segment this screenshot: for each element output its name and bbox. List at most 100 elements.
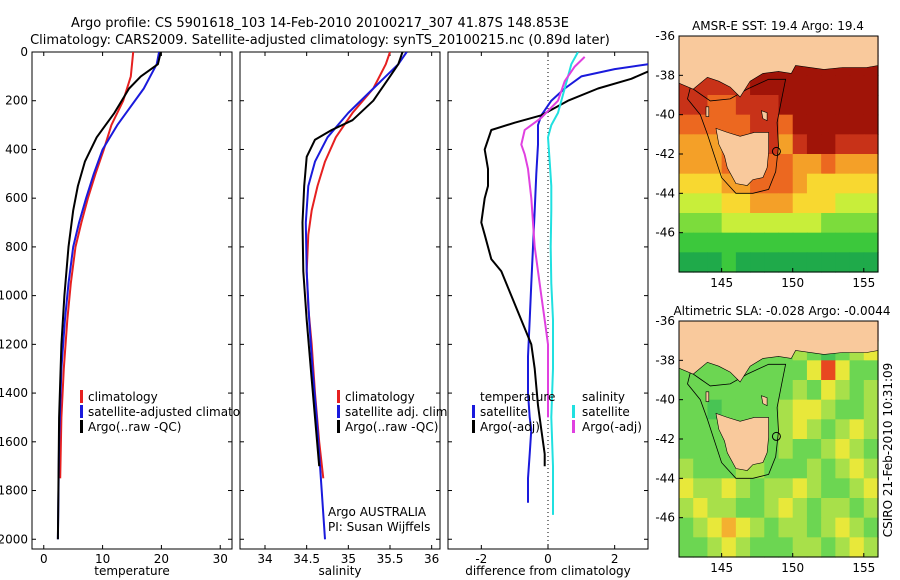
- legend-entry-argo: Argo(..raw -QC): [88, 420, 181, 434]
- map-cell: [806, 173, 822, 194]
- legend-swatch-sal-satellite: [572, 405, 575, 418]
- series-line-argo-raw-qc-argo: [56, 52, 162, 540]
- x-tick-label: 30: [213, 552, 228, 566]
- map-cell: [764, 517, 780, 538]
- map-cell: [693, 399, 709, 420]
- legend-swatch-sal-argo: [572, 420, 575, 433]
- map-cell: [863, 360, 879, 381]
- map-cell: [679, 134, 694, 155]
- map-cell: [693, 478, 709, 499]
- temperature-legend: climatology satellite-adjusted climatolo…: [80, 390, 266, 434]
- legend-entry-sal-satellite: satellite: [582, 405, 630, 419]
- map-cell: [835, 380, 851, 401]
- map-cell: [679, 154, 694, 175]
- map-cell: [764, 458, 780, 479]
- continental-shelf-contour: [687, 78, 787, 194]
- map-cell: [778, 458, 794, 479]
- map-cell: [849, 75, 865, 96]
- salinity-legend: climatology satellite adj. clim. Argo(..…: [337, 390, 451, 434]
- tasmania-landmass: [715, 412, 769, 471]
- map-cell: [863, 478, 879, 499]
- temperature-profile-panel: 0 10 20 30 0 200 400 600 800 1000 1200 1400 1600 1800…: [0, 45, 266, 578]
- map-cell: [778, 213, 794, 234]
- map-cell: [721, 193, 737, 214]
- map-cell: [849, 498, 865, 519]
- x-tick-label: 0: [544, 552, 552, 566]
- map-cell: [764, 232, 780, 253]
- map-cell: [849, 193, 865, 214]
- map-cell: [835, 232, 851, 253]
- map-y-tick-label: -44: [655, 186, 675, 200]
- map-cell: [806, 458, 822, 479]
- map-cell: [806, 213, 822, 234]
- side-timestamp-label: CSIRO 21-Feb-2010 10:31:09: [881, 363, 895, 538]
- flinders-island-landmass: [761, 110, 768, 122]
- map-cell: [835, 498, 851, 519]
- map-cell: [835, 213, 851, 234]
- map-cell: [679, 232, 694, 253]
- map-cell: [707, 213, 723, 234]
- figure-title-line-1: Argo profile: CS 5901618_103 14-Feb-2010…: [71, 16, 569, 31]
- map-cell: [778, 478, 794, 499]
- map-cell: [835, 517, 851, 538]
- series-line-argo-adj-argo: [480, 70, 648, 467]
- map-x-tick-label: 150: [781, 276, 804, 290]
- map-cell: [835, 399, 851, 420]
- map-cell: [750, 360, 765, 381]
- map-cell: [863, 458, 879, 479]
- map-cell: [679, 419, 694, 440]
- y-tick-label: 1600: [0, 435, 28, 449]
- map-cell: [821, 213, 836, 234]
- map-cell: [735, 498, 751, 519]
- map-cell: [721, 537, 737, 558]
- map-cell: [735, 193, 751, 214]
- map-cell: [778, 399, 794, 420]
- map-cell: [764, 114, 780, 135]
- map-cell: [806, 419, 822, 440]
- map-cell: [821, 498, 836, 519]
- y-tick-label: 0: [20, 45, 28, 59]
- temperature-series-lines: [56, 52, 162, 540]
- map-cell: [863, 537, 879, 558]
- map-cell: [721, 399, 737, 420]
- legend-swatch-argo: [80, 420, 83, 433]
- map-cell: [764, 498, 780, 519]
- mainland-landmass: [678, 35, 879, 98]
- map-cell: [721, 517, 737, 538]
- map-cell: [821, 399, 836, 420]
- map-cell: [735, 380, 751, 401]
- argo-float-marker: [771, 146, 781, 156]
- map-cell: [849, 517, 865, 538]
- map-cell: [835, 360, 851, 381]
- x-tick-label: 0: [40, 552, 48, 566]
- series-line-argo-raw-qc-argo: [301, 52, 404, 467]
- map-x-tick-label: 145: [710, 276, 733, 290]
- map-y-tick-label: -36: [655, 314, 675, 328]
- map-cell: [764, 173, 780, 194]
- map-y-tick-label: -38: [655, 353, 675, 367]
- map-cell: [679, 213, 694, 234]
- difference-series-lines: [480, 52, 648, 549]
- map-cell: [863, 419, 879, 440]
- map-cell: [792, 154, 808, 175]
- map-y-tick-label: -40: [655, 393, 675, 407]
- map-cell: [806, 517, 822, 538]
- map-cell: [679, 95, 694, 116]
- salinity-ticks: 34 34.5 35 35.5 36: [240, 51, 440, 566]
- map-cell: [835, 154, 851, 175]
- map-cell: [806, 439, 822, 460]
- map-cell: [863, 193, 879, 214]
- map-cell: [821, 517, 836, 538]
- map-cell: [778, 498, 794, 519]
- map-cell: [792, 498, 808, 519]
- map-cell: [821, 439, 836, 460]
- map-cell: [849, 95, 865, 116]
- map-cell: [821, 173, 836, 194]
- map-cell: [679, 173, 694, 194]
- map-y-tick-label: -42: [655, 432, 675, 446]
- map-cell: [735, 252, 751, 273]
- map-cell: [806, 193, 822, 214]
- map-cell: [693, 193, 709, 214]
- sla-map-ticks: 145 150 155 -36 -38 -40 -42 -44 -46: [655, 314, 875, 575]
- legend-swatch-argo: [337, 420, 340, 433]
